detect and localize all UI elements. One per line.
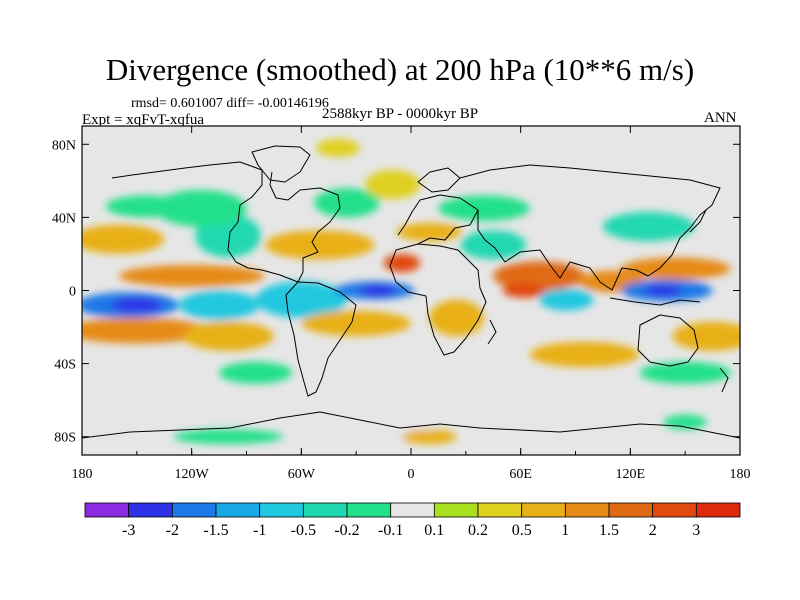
x-tick-label: 120E [616, 467, 646, 482]
colorbar-label: -2 [166, 522, 179, 539]
colorbar-swatch [564, 502, 610, 518]
colorbar-label: -1 [253, 522, 266, 539]
coastline-madagascar [487, 319, 497, 345]
divergence-anomaly-8 [105, 195, 187, 218]
colorbar-swatch [521, 502, 566, 518]
divergence-anomaly-31 [639, 361, 731, 384]
divergence-anomaly-13 [264, 230, 375, 260]
divergence-anomaly-36 [173, 429, 283, 445]
colorbar-label: -3 [122, 522, 135, 539]
divergence-anomaly-22 [502, 283, 547, 298]
colorbar-label: 2 [649, 522, 657, 539]
colorbar-label: 1 [561, 522, 569, 539]
coastline-europe [397, 194, 479, 245]
coastline-indonesia [609, 297, 701, 306]
colorbar-swatch [215, 502, 261, 518]
colorbar-swatch [171, 502, 217, 518]
colorbar-swatch [84, 502, 130, 518]
colorbar-swatch [695, 502, 741, 518]
colorbar-label: 0.5 [512, 522, 532, 539]
divergence-anomaly-3 [118, 264, 265, 287]
colorbar-swatch [302, 502, 348, 518]
colorbar-swatch [652, 502, 697, 518]
coastlines [82, 145, 740, 439]
divergence-anomaly-1 [111, 297, 163, 313]
coastline-north-america [111, 161, 341, 283]
y-tick-label: 40N [52, 211, 76, 226]
colorbar-label: -0.5 [291, 522, 316, 539]
coastline-japan [689, 209, 707, 233]
coastline-asia [459, 164, 721, 291]
colorbar-swatch [128, 502, 173, 518]
divergence-anomaly-15 [365, 169, 421, 200]
divergence-anomaly-27 [621, 257, 731, 280]
divergence-anomaly-35 [401, 429, 457, 445]
colorbar-label: -1.5 [203, 522, 228, 539]
divergence-anomaly-23 [539, 288, 594, 311]
divergence-anomaly-2 [82, 317, 210, 344]
y-tick-label: 80S [54, 431, 76, 446]
x-tick-label: 180 [72, 467, 93, 482]
colorbar-label: 1.5 [599, 522, 619, 539]
divergence-anomaly-18 [429, 299, 485, 337]
divergence-anomaly-5 [82, 224, 165, 254]
colorbar-label: -0.2 [334, 522, 359, 539]
divergence-anomaly-37 [520, 431, 576, 443]
divergence-anomaly-7 [155, 190, 247, 227]
divergence-anomaly-19 [460, 230, 527, 260]
figure-title: Divergence (smoothed) at 200 hPa (10**6 … [105, 52, 695, 87]
coastline-greenland [251, 145, 311, 183]
colorbar-label: 3 [692, 522, 700, 539]
colorbar-swatch [608, 502, 654, 518]
colorbar-swatch [259, 502, 304, 518]
x-tick-label: 180 [730, 467, 751, 482]
divergence-anomaly-28 [602, 211, 695, 242]
x-axis: 180 120W 60W 0 60E 120E 180 [72, 126, 751, 482]
colorbar-label: -0.1 [378, 522, 403, 539]
colorbar-swatch [390, 502, 435, 518]
colorbar-swatch [346, 502, 392, 518]
coastline-africa [389, 243, 487, 356]
y-axis: 80N 40N 0 40S 80S [52, 138, 740, 446]
colorbar-label: 0.2 [468, 522, 488, 539]
period-label: 2588kyr BP - 0000kyr BP [322, 106, 479, 122]
coastline-new-zealand [719, 367, 729, 393]
y-tick-label: 40S [54, 358, 76, 373]
x-tick-label: 120W [175, 467, 210, 482]
colorbar: -3 -2 -1.5 -1 -0.5 -0.2 -0.1 0.1 0.2 0.5 1 1.5 2 3 [84, 502, 741, 539]
stats-text: rmsd= 0.601007 diff= -0.00146196 [131, 96, 329, 111]
divergence-anomaly-11 [359, 285, 397, 296]
colorbar-swatch [477, 502, 523, 518]
divergence-anomaly-29 [672, 321, 740, 351]
coastline-antarctica [82, 411, 740, 439]
divergence-anomaly-39 [316, 138, 360, 157]
colorbar-label: 0.1 [424, 522, 444, 539]
coastline-south-america [285, 281, 357, 397]
x-tick-label: 60W [288, 467, 316, 482]
divergence-anomaly-32 [182, 321, 274, 351]
x-tick-label: 0 [408, 467, 415, 482]
experiment-label: Expt = xqFvT-xqfua [82, 112, 205, 128]
divergence-anomaly-4 [178, 290, 260, 320]
divergence-anomaly-17 [396, 222, 463, 242]
x-tick-label: 60E [509, 467, 532, 482]
divergence-anomaly-20 [438, 195, 530, 222]
divergence-anomaly-26 [644, 285, 682, 296]
divergence-anomaly-12 [301, 310, 412, 337]
y-tick-label: 0 [69, 285, 76, 300]
season-label: ANN [704, 110, 737, 126]
divergence-anomaly-9 [255, 281, 347, 318]
divergence-anomaly-14 [314, 188, 380, 218]
coastline-australia [637, 314, 699, 367]
y-tick-label: 80N [52, 138, 76, 153]
divergence-anomaly-16 [383, 254, 421, 273]
colorbar-swatch [433, 502, 479, 518]
divergence-anomaly-30 [529, 341, 640, 368]
divergence-anomaly-21 [493, 261, 585, 291]
divergence-field [82, 138, 740, 445]
divergence-anomaly-33 [219, 361, 293, 384]
